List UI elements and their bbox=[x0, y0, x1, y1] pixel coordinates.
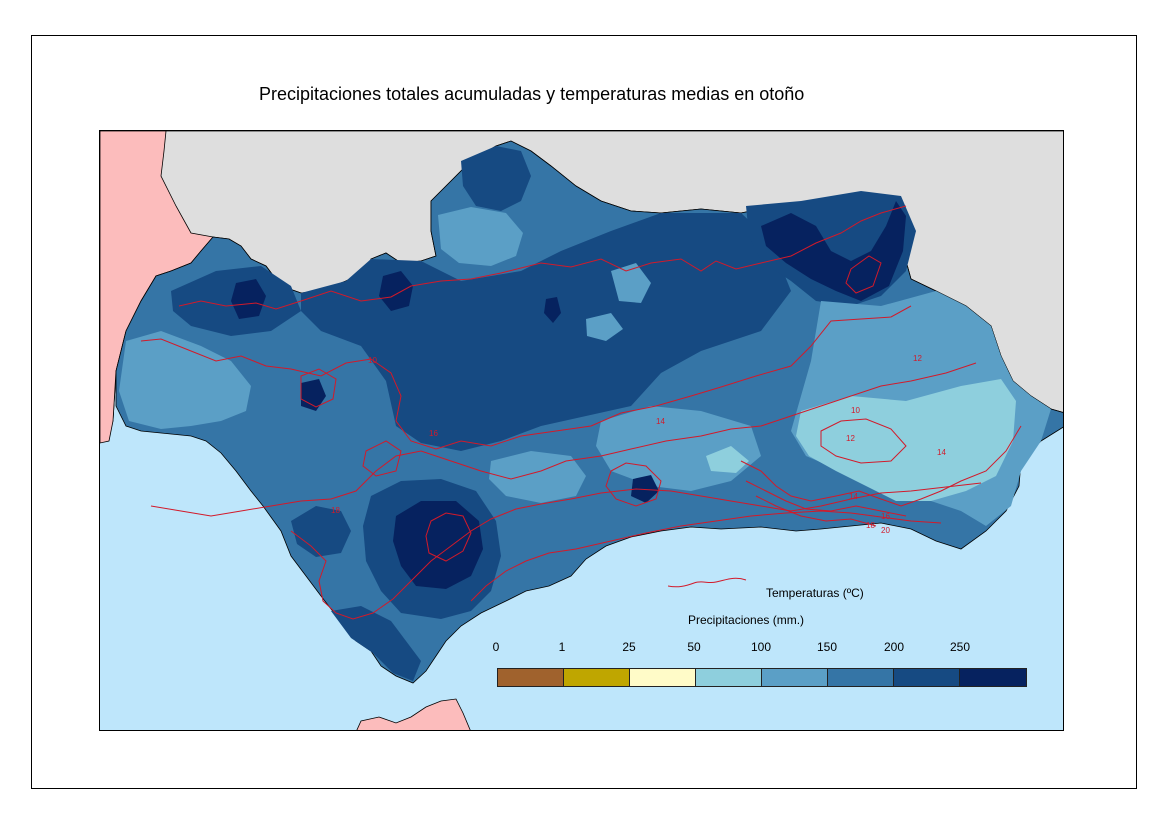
isoline-label: 10 bbox=[851, 406, 860, 415]
legend-tick: 1 bbox=[558, 640, 566, 654]
precip-zone-over-250 bbox=[301, 379, 326, 411]
isoline-label: 12 bbox=[913, 354, 922, 363]
legend-swatch bbox=[960, 669, 1026, 686]
precipitation-legend-title: Precipitaciones (mm.) bbox=[688, 613, 805, 627]
legend-tick: 250 bbox=[949, 640, 971, 654]
precip-zone-50-100 bbox=[796, 379, 1016, 501]
precip-zone-over-250 bbox=[231, 279, 266, 319]
legend-tick: 100 bbox=[750, 640, 772, 654]
isoline-label: 14 bbox=[849, 492, 858, 501]
isoline-label: 18 bbox=[331, 506, 340, 515]
legend-swatch bbox=[498, 669, 564, 686]
isoline-label: 16 bbox=[429, 429, 438, 438]
legend-swatch bbox=[564, 669, 630, 686]
temperature-legend-label: Temperaturas (ºC) bbox=[766, 586, 864, 600]
precip-zone-100-150 bbox=[438, 207, 523, 266]
isoline-label: 14 bbox=[656, 417, 665, 426]
temperature-isolines bbox=[140, 205, 1022, 620]
legend-swatch bbox=[894, 669, 960, 686]
temperature-legend-line bbox=[668, 577, 747, 588]
legend-tick: 200 bbox=[883, 640, 905, 654]
isoline-label: 14 bbox=[937, 448, 946, 457]
precip-zone-200-250 bbox=[461, 146, 531, 211]
precip-zone-200-250 bbox=[291, 506, 351, 557]
precipitation-color-ramp bbox=[497, 668, 1027, 687]
isoline-label: 18 bbox=[866, 521, 875, 530]
precip-zone-100-150 bbox=[119, 331, 251, 429]
isoline-label: 16 bbox=[881, 512, 890, 521]
map-title: Precipitaciones totales acumuladas y tem… bbox=[259, 84, 805, 104]
precip-zone-over-250 bbox=[544, 297, 561, 323]
isoline-label: 20 bbox=[881, 526, 890, 535]
precip-zone-200-250 bbox=[301, 213, 791, 451]
precip-zone-over-250 bbox=[393, 501, 483, 589]
figure-frame bbox=[31, 35, 1137, 789]
legend-swatch bbox=[828, 669, 894, 686]
precip-zone-50-100 bbox=[706, 446, 749, 473]
legend-tick: 50 bbox=[687, 640, 701, 654]
precip-zone-over-250 bbox=[379, 271, 413, 311]
precip-zone-100-150 bbox=[611, 263, 651, 303]
legend-tick: 150 bbox=[816, 640, 838, 654]
legend-tick: 25 bbox=[622, 640, 636, 654]
isoline-label: 12 bbox=[846, 434, 855, 443]
precip-zone-100-150 bbox=[586, 313, 623, 341]
map-panel[interactable]: 10 12 14 16 18 20 10 12 14 16 18 14 bbox=[99, 130, 1064, 731]
morocco bbox=[356, 698, 471, 730]
legend-tick: 0 bbox=[492, 640, 500, 654]
legend-swatch bbox=[696, 669, 762, 686]
isoline-label: 10 bbox=[368, 356, 377, 365]
legend-swatch bbox=[762, 669, 828, 686]
precip-zone-over-250 bbox=[761, 201, 906, 301]
isoline-labels: 10 12 14 16 18 20 10 12 14 16 18 14 bbox=[331, 354, 946, 535]
precip-zone-over-250 bbox=[631, 475, 659, 503]
precip-zone-200-250 bbox=[331, 606, 421, 681]
legend-swatch bbox=[630, 669, 696, 686]
precip-zone-100-150 bbox=[489, 451, 586, 503]
